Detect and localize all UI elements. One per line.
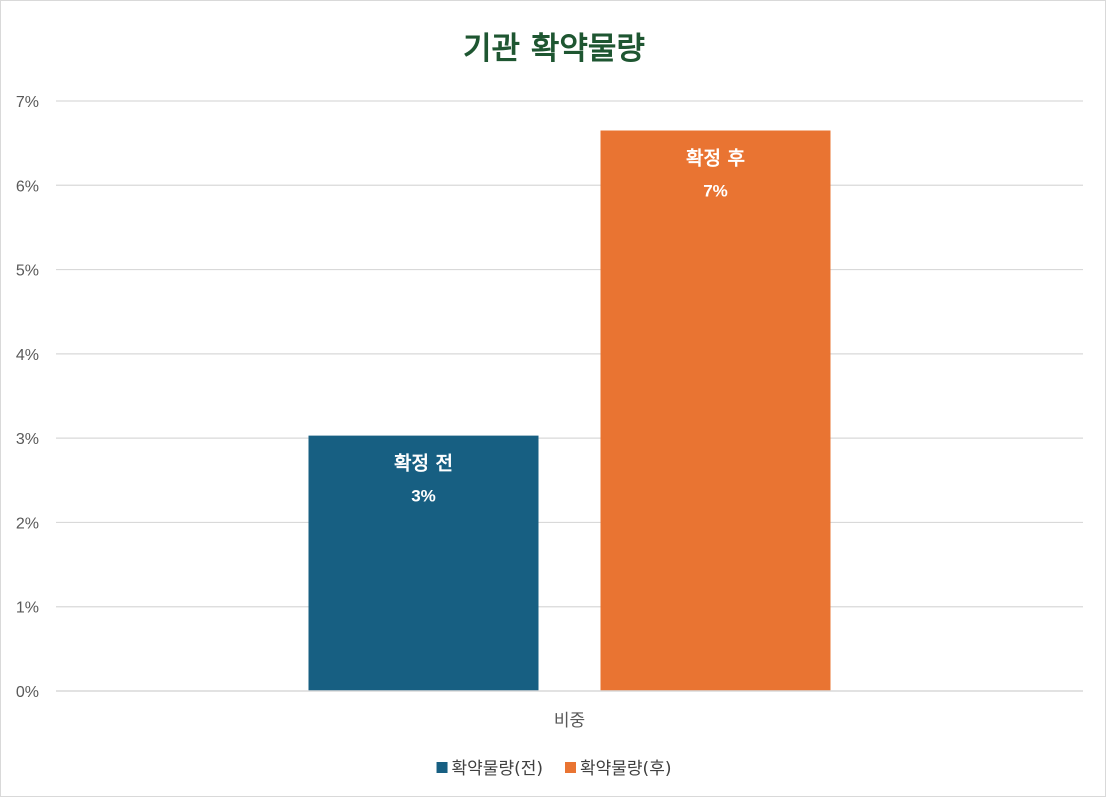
y-tick-label: 0% (16, 684, 39, 701)
y-tick-label: 6% (16, 178, 39, 195)
bar-data-label-value: 7% (703, 182, 728, 201)
y-tick-label: 3% (16, 431, 39, 448)
legend-label: 확약물량(전) (452, 759, 543, 779)
x-axis-categories: 비중 (554, 711, 585, 731)
legend-swatch (436, 762, 448, 773)
bar-data-label-value: 3% (411, 487, 436, 506)
legend: 확약물량(전) 확약물량(후) (436, 759, 671, 779)
bar-data-label-text: 확정 전 (394, 452, 453, 475)
legend-swatch (565, 762, 576, 773)
y-tick-label: 7% (16, 94, 39, 111)
y-tick-label: 4% (16, 347, 39, 364)
y-tick-label: 2% (16, 515, 39, 532)
y-axis-ticks: 0% 1% 2% 3% 4% 5% 6% 7% (16, 94, 39, 701)
bar-data-label-text: 확정 후 (686, 147, 745, 170)
legend-label: 확약물량(후) (580, 759, 671, 779)
legend-item: 확약물량(전) (436, 759, 543, 779)
x-category-label: 비중 (554, 711, 585, 731)
bar (600, 130, 831, 691)
legend-item: 확약물량(후) (565, 759, 671, 779)
chart-title: 기관 확약물량 (463, 31, 645, 67)
gridlines (56, 100, 1083, 608)
bars: 확정 전 3% 확정 후 7% (308, 130, 831, 691)
y-tick-label: 1% (16, 600, 39, 617)
bar (308, 435, 539, 691)
y-tick-label: 5% (16, 263, 39, 280)
